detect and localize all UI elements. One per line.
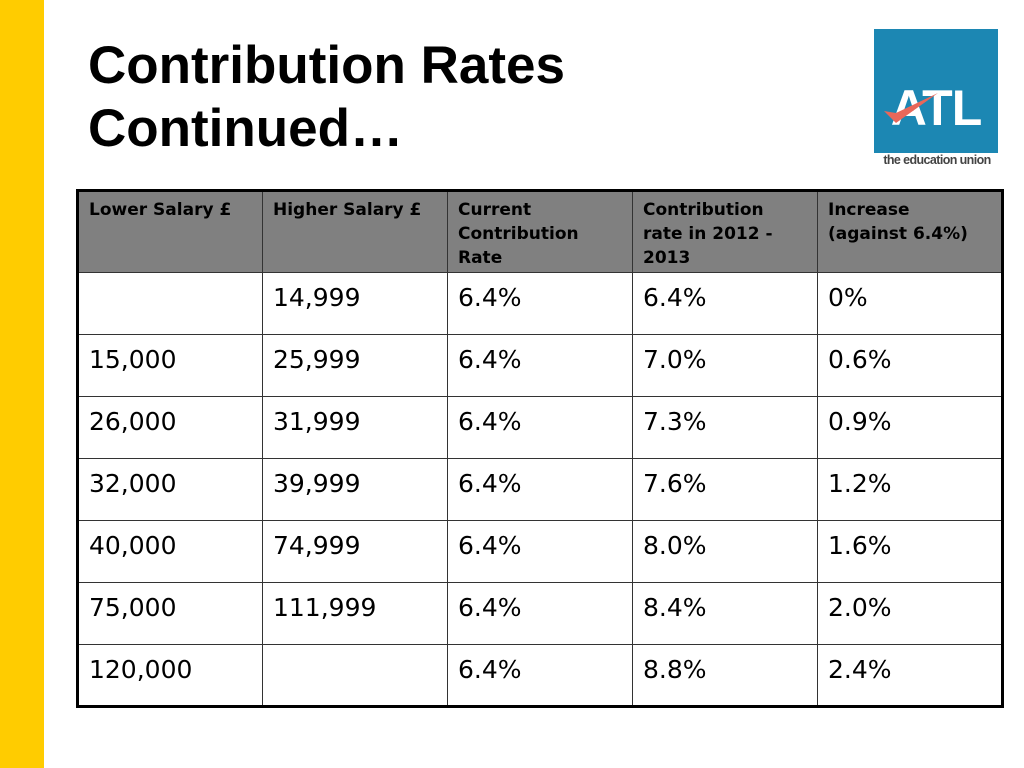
- logo-tagline: the education union: [883, 153, 991, 167]
- table-row: 40,000 74,999 6.4% 8.0% 1.6%: [77, 520, 1003, 583]
- cell-lower-salary: [77, 272, 263, 335]
- header-higher-salary: Higher Salary £: [262, 190, 448, 273]
- title-line-1: Contribution Rates: [88, 36, 565, 95]
- header-increase: Increase (against 6.4%): [817, 190, 1003, 273]
- cell-higher-salary: 111,999: [262, 582, 448, 645]
- table-row: 14,999 6.4% 6.4% 0%: [77, 272, 1003, 335]
- cell-increase: 0.9%: [817, 396, 1003, 459]
- cell-current-rate: 6.4%: [447, 396, 633, 459]
- cell-increase: 2.0%: [817, 582, 1003, 645]
- cell-rate-2012-2013: 7.0%: [632, 334, 818, 397]
- cell-rate-2012-2013: 7.6%: [632, 458, 818, 521]
- header-rate-2012-2013: Contribution rate in 2012 - 2013: [632, 190, 818, 273]
- table-header-row: Lower Salary £ Higher Salary £ Current C…: [77, 190, 1003, 273]
- cell-current-rate: 6.4%: [447, 458, 633, 521]
- cell-increase: 1.2%: [817, 458, 1003, 521]
- cell-rate-2012-2013: 6.4%: [632, 272, 818, 335]
- cell-increase: 2.4%: [817, 644, 1003, 707]
- table-row: 15,000 25,999 6.4% 7.0% 0.6%: [77, 334, 1003, 397]
- cell-increase: 0.6%: [817, 334, 1003, 397]
- cell-higher-salary: 14,999: [262, 272, 448, 335]
- table-row: 120,000 6.4% 8.8% 2.4%: [77, 644, 1003, 707]
- slide-title: Contribution Rates Continued…: [88, 34, 565, 160]
- header-lower-salary: Lower Salary £: [77, 190, 263, 273]
- cell-rate-2012-2013: 8.0%: [632, 520, 818, 583]
- header-current-rate: Current Contribution Rate: [447, 190, 633, 273]
- cell-lower-salary: 15,000: [77, 334, 263, 397]
- cell-lower-salary: 32,000: [77, 458, 263, 521]
- title-line-2: Continued…: [88, 99, 403, 158]
- cell-current-rate: 6.4%: [447, 582, 633, 645]
- cell-current-rate: 6.4%: [447, 644, 633, 707]
- logo-text: ATL: [890, 80, 982, 136]
- table-row: 32,000 39,999 6.4% 7.6% 1.2%: [77, 458, 1003, 521]
- cell-higher-salary: 31,999: [262, 396, 448, 459]
- cell-current-rate: 6.4%: [447, 520, 633, 583]
- cell-higher-salary: [262, 644, 448, 707]
- cell-lower-salary: 120,000: [77, 644, 263, 707]
- cell-higher-salary: 39,999: [262, 458, 448, 521]
- cell-lower-salary: 75,000: [77, 582, 263, 645]
- cell-lower-salary: 26,000: [77, 396, 263, 459]
- table-row: 75,000 111,999 6.4% 8.4% 2.0%: [77, 582, 1003, 645]
- cell-rate-2012-2013: 7.3%: [632, 396, 818, 459]
- contribution-table: Lower Salary £ Higher Salary £ Current C…: [76, 189, 1004, 708]
- accent-bar: [0, 0, 44, 768]
- cell-higher-salary: 74,999: [262, 520, 448, 583]
- cell-increase: 1.6%: [817, 520, 1003, 583]
- cell-current-rate: 6.4%: [447, 334, 633, 397]
- cell-rate-2012-2013: 8.4%: [632, 582, 818, 645]
- cell-increase: 0%: [817, 272, 1003, 335]
- cell-current-rate: 6.4%: [447, 272, 633, 335]
- cell-rate-2012-2013: 8.8%: [632, 644, 818, 707]
- cell-higher-salary: 25,999: [262, 334, 448, 397]
- checkmark-icon: [884, 93, 938, 123]
- table-row: 26,000 31,999 6.4% 7.3% 0.9%: [77, 396, 1003, 459]
- cell-lower-salary: 40,000: [77, 520, 263, 583]
- atl-logo: ATL: [874, 29, 998, 153]
